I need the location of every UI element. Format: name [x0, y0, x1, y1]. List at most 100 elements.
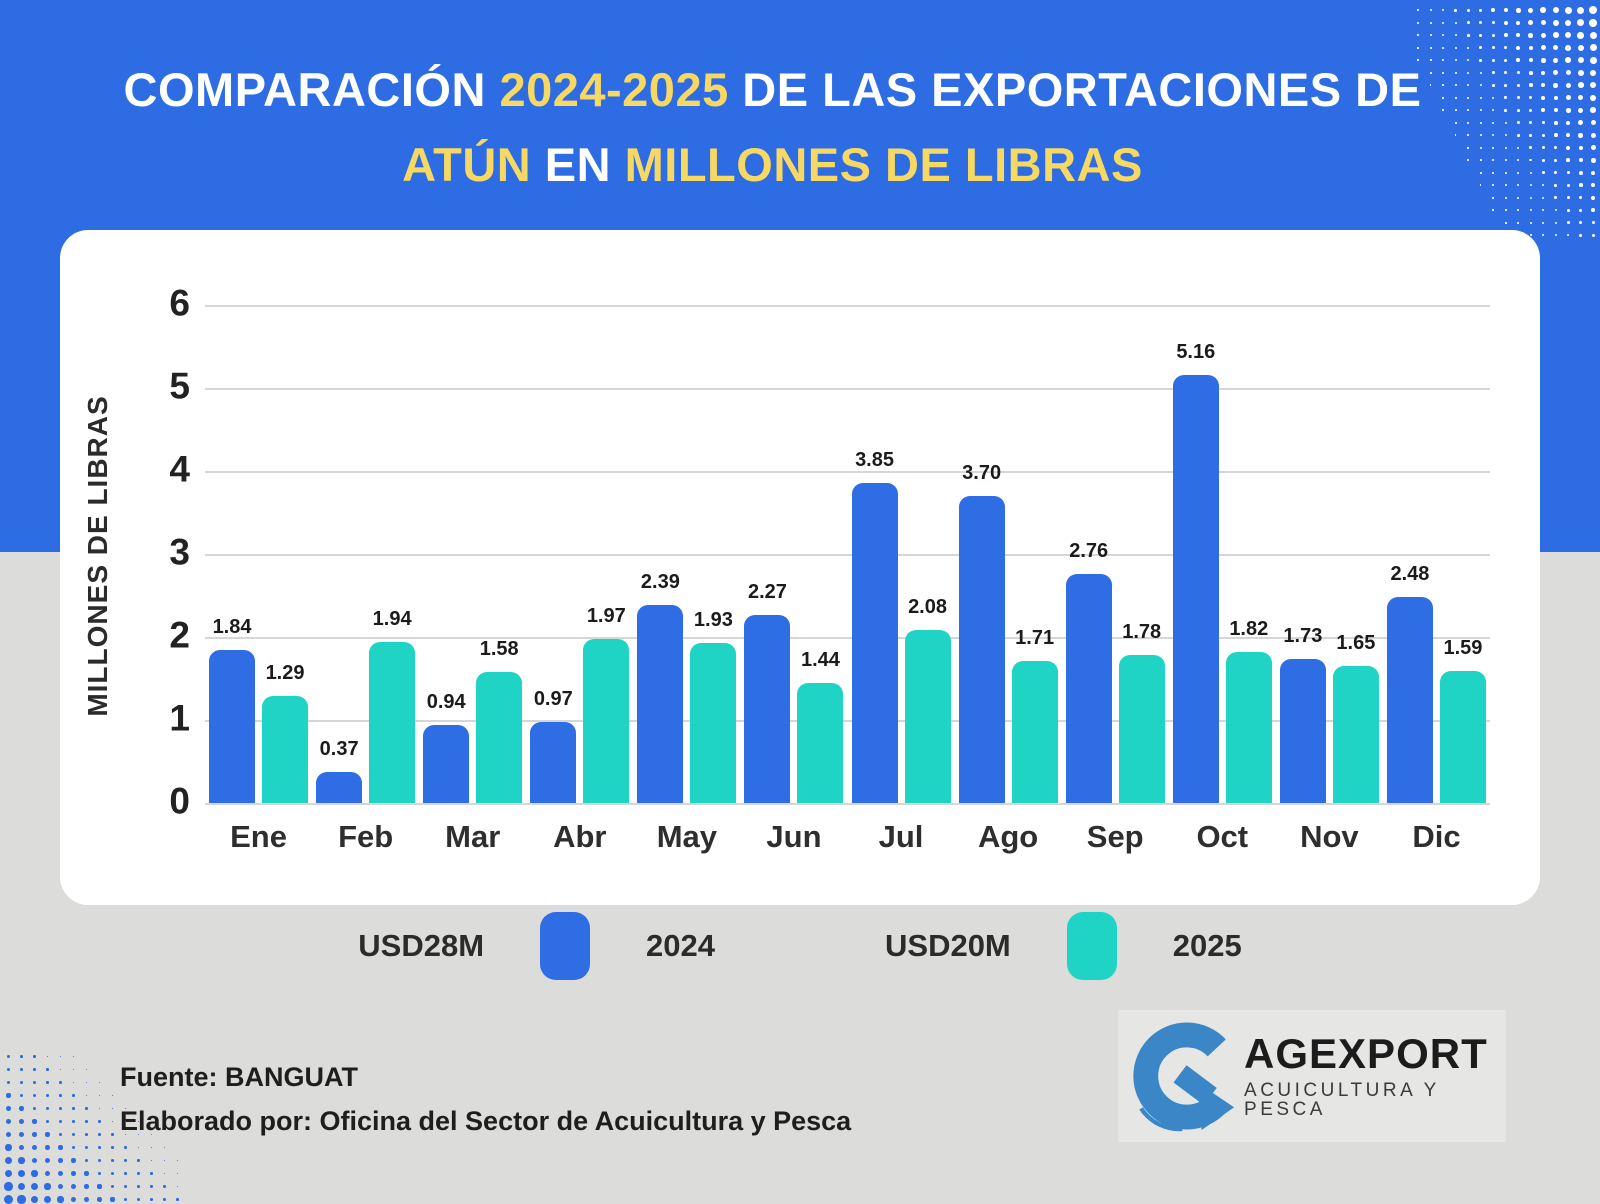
halftone-dot	[1541, 146, 1545, 150]
halftone-dot	[1554, 146, 1558, 150]
bar	[1332, 666, 1379, 803]
halftone-dot	[97, 1171, 102, 1176]
halftone-dot	[1540, 45, 1546, 51]
vlabel: 1.59	[1443, 637, 1483, 660]
bar	[1439, 671, 1486, 803]
halftone-dot	[1542, 196, 1545, 199]
halftone-dot	[1516, 33, 1521, 38]
agexport-logo: AGEXPORT ACUICULTURA Y PESCA	[1118, 1010, 1506, 1142]
bar	[476, 671, 523, 803]
halftone-dot	[1467, 59, 1470, 62]
halftone-dot	[1504, 146, 1507, 149]
halftone-dot	[85, 1094, 88, 1097]
halftone-dot	[1578, 120, 1584, 126]
halftone-dot	[1565, 32, 1572, 39]
halftone-dot	[137, 1146, 140, 1149]
legend-2025-label: 2025	[1172, 928, 1242, 963]
halftone-dot	[58, 1119, 63, 1124]
halftone-dot	[85, 1081, 88, 1084]
halftone-dot	[1577, 82, 1584, 89]
halftone-dot	[1479, 121, 1482, 124]
xlabel: Jun	[766, 819, 822, 854]
halftone-dot	[1579, 221, 1583, 225]
halftone-dot	[1577, 57, 1584, 64]
halftone-dot	[1467, 84, 1470, 87]
halftone-dot	[111, 1094, 114, 1097]
halftone-dot	[1577, 6, 1585, 14]
halftone-dot	[71, 1132, 76, 1137]
vlabel: 2.27	[747, 580, 787, 603]
halftone-dot	[1529, 108, 1533, 112]
halftone-dot	[72, 1055, 75, 1058]
halftone-dot	[1591, 233, 1595, 237]
halftone-dot	[1491, 71, 1495, 75]
halftone-dot	[1554, 158, 1558, 162]
vlabel: 1.97	[586, 605, 626, 628]
xlabel: Nov	[1300, 819, 1359, 854]
bar	[262, 695, 309, 803]
halftone-dot	[1565, 57, 1572, 64]
source-text: Fuente: BANGUAT	[120, 1062, 358, 1092]
halftone-dot	[163, 1198, 166, 1201]
halftone-dot	[33, 1055, 36, 1058]
halftone-dot	[1541, 70, 1546, 75]
vlabel: 1.82	[1229, 617, 1269, 640]
title-years-highlight: 2024-2025	[499, 63, 729, 116]
halftone-dot	[1442, 96, 1444, 99]
bar	[583, 639, 630, 803]
vlabel: 2.08	[908, 596, 947, 619]
halftone-dot	[1516, 108, 1520, 112]
agexport-logo-mark	[1133, 1022, 1235, 1132]
legend-2025-total: USD20M	[885, 928, 1011, 963]
halftone-dot	[1454, 46, 1457, 49]
halftone-dot	[1442, 21, 1445, 24]
halftone-dot	[1590, 145, 1596, 151]
ytick: 6	[169, 282, 190, 324]
halftone-dot	[1528, 58, 1533, 63]
halftone-dot	[46, 1055, 49, 1058]
halftone-dot	[1577, 31, 1585, 39]
halftone-dot	[163, 1159, 166, 1162]
halftone-dot	[1540, 7, 1547, 14]
halftone-dot	[44, 1196, 51, 1203]
halftone-dot	[58, 1145, 63, 1150]
halftone-dot	[1529, 171, 1532, 174]
halftone-dot	[1578, 95, 1584, 101]
halftone-dot	[1517, 184, 1520, 187]
halftone-dot	[1492, 171, 1495, 174]
halftone-dot	[1553, 45, 1559, 51]
halftone-dot	[1590, 94, 1597, 101]
halftone-dot	[1591, 183, 1596, 188]
halftone-dot	[6, 1106, 11, 1111]
halftone-dot	[1578, 145, 1583, 150]
halftone-dot	[1467, 71, 1470, 74]
halftone-dot	[72, 1120, 75, 1123]
halftone-dot	[111, 1107, 114, 1110]
halftone-dot	[4, 1156, 12, 1164]
halftone-dot	[1442, 59, 1445, 62]
halftone-dot	[1503, 8, 1508, 13]
halftone-dot	[1589, 56, 1597, 64]
bar	[1011, 661, 1058, 803]
halftone-dot	[1492, 184, 1495, 187]
halftone-dot	[1479, 171, 1482, 174]
halftone-dot	[1553, 108, 1558, 113]
halftone-dot	[85, 1107, 88, 1110]
halftone-dot	[1541, 158, 1545, 162]
halftone-dot	[71, 1145, 76, 1150]
bar	[797, 683, 844, 803]
vlabel: 1.29	[265, 661, 305, 684]
halftone-dot	[1516, 71, 1520, 75]
halftone-dot	[1467, 146, 1469, 149]
halftone-dot	[45, 1106, 50, 1111]
halftone-dot	[124, 1120, 127, 1123]
vlabel: 2.48	[1390, 563, 1430, 586]
halftone-dot	[1577, 69, 1584, 76]
halftone-dot	[1466, 8, 1470, 12]
halftone-dot	[85, 1120, 88, 1123]
halftone-dot	[45, 1145, 50, 1150]
halftone-dot	[1577, 19, 1585, 27]
halftone-dot	[1565, 19, 1572, 26]
halftone-dot	[1467, 109, 1470, 112]
halftone-dot	[1466, 33, 1470, 37]
